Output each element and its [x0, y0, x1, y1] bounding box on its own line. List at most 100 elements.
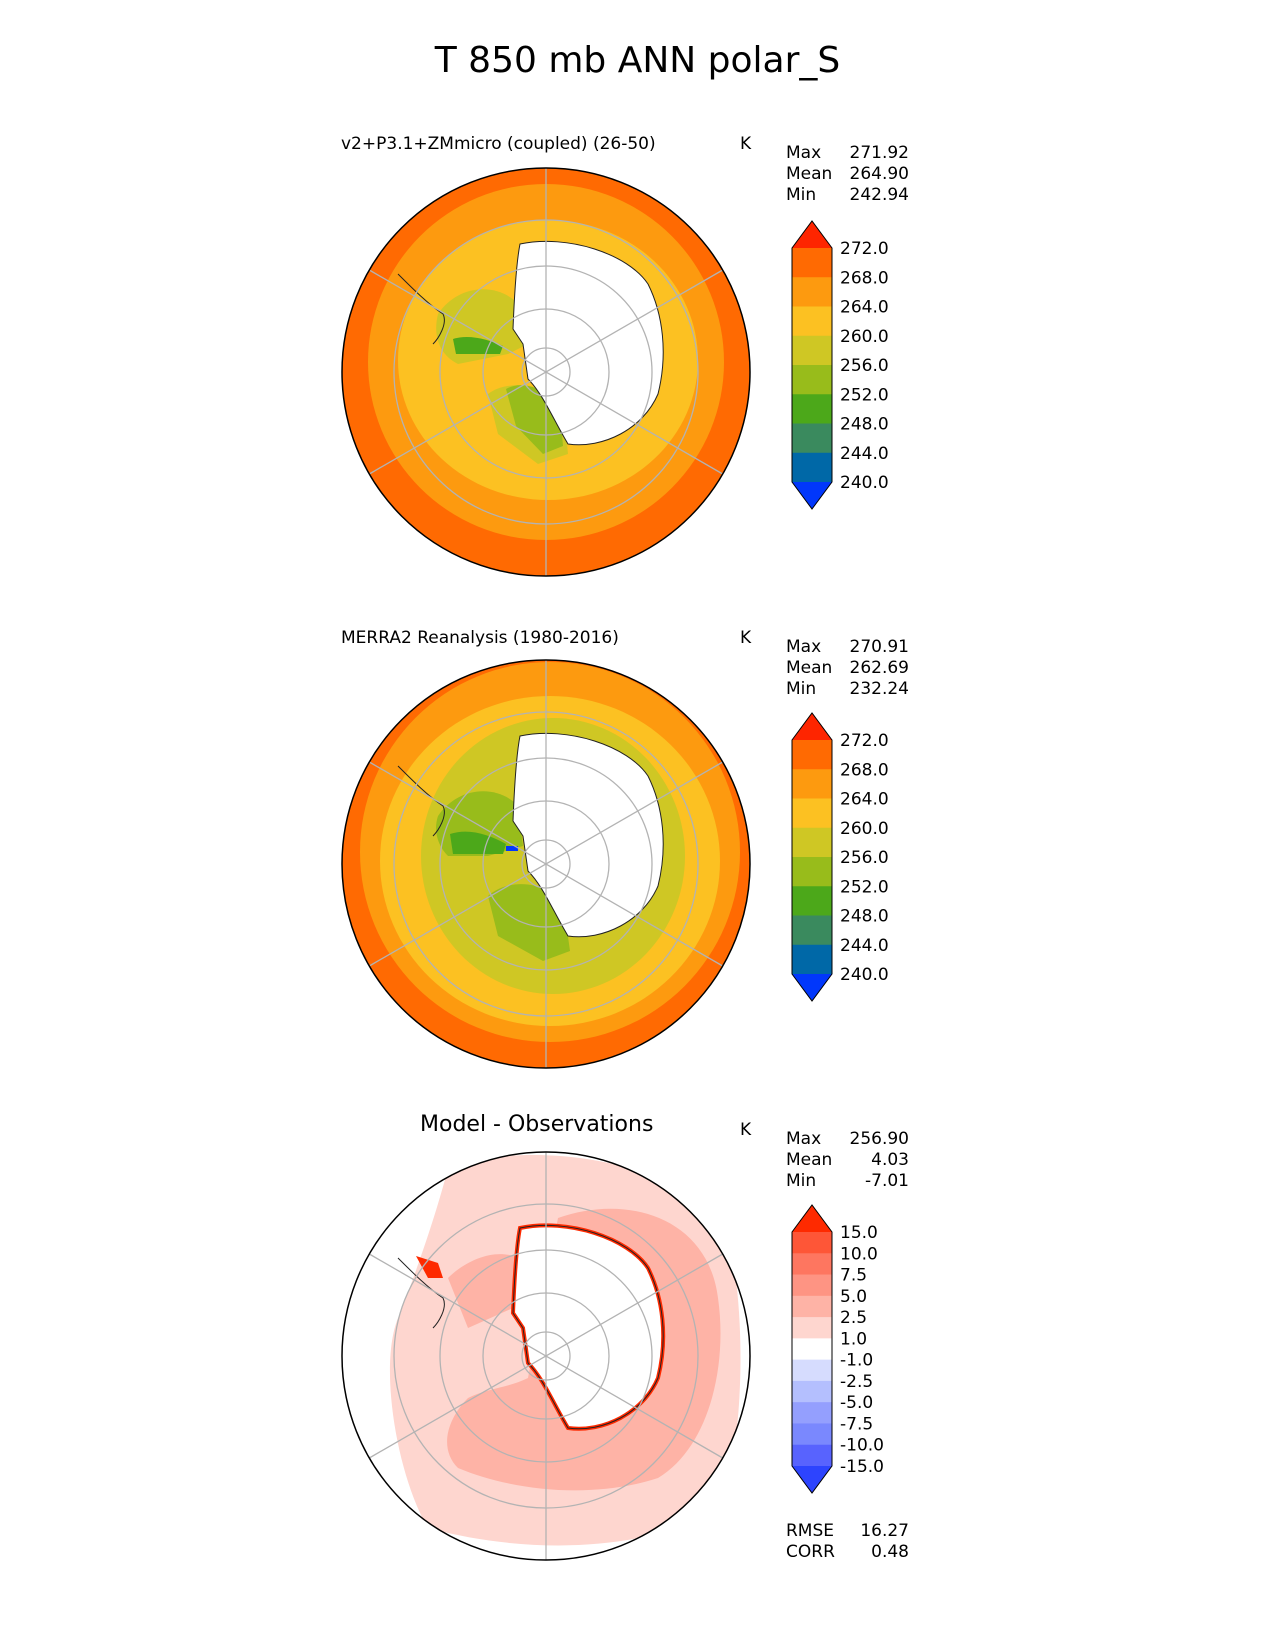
map-boundary — [341, 167, 751, 577]
field-band-over-15 — [416, 1256, 443, 1278]
colorbar-test: 272.0 268.0 264.0 260.0 256.0 252.0 248.0 244.0… — [791, 220, 889, 510]
colorbar-tick-label: 268.0 — [840, 268, 889, 288]
colorbar-tick-label: -1.0 — [840, 1351, 873, 1371]
colorbar-tick-label: 260.0 — [840, 327, 889, 347]
antarctica-mask — [512, 732, 664, 938]
colorbar-segment — [792, 248, 832, 278]
colorbar-extend-min — [792, 1466, 832, 1493]
colorbar-outline — [791, 220, 833, 510]
colorbar-tick-label: 272.0 — [840, 239, 889, 259]
colorbar-tick-label: 248.0 — [840, 415, 889, 435]
colorbar-segment — [792, 452, 832, 483]
stats-box-test: Max 271.92 Mean 264.90 Min 242.94 — [786, 143, 909, 206]
stat-value: 256.90 — [849, 1129, 909, 1149]
colorbar-tick-label: 15.0 — [840, 1223, 878, 1243]
colorbar-segment — [792, 944, 832, 975]
map-boundary — [341, 1151, 751, 1561]
antarctica-mask — [512, 240, 664, 446]
colorbar-extend-max — [792, 713, 832, 740]
stat-value: 264.90 — [849, 164, 909, 184]
colorbar-segment — [792, 1359, 832, 1382]
stat-label: Min — [786, 679, 817, 699]
metric-label-rmse: RMSE — [786, 1521, 835, 1541]
stat-value: 271.92 — [849, 143, 909, 163]
colorbar-tick-label: 10.0 — [840, 1244, 878, 1264]
colorbar-segment — [792, 1444, 832, 1467]
colorbar-tick-label: -2.5 — [840, 1372, 873, 1392]
colorbar-tick-label: 1.0 — [840, 1329, 867, 1349]
colorbar-tick-label: 252.0 — [840, 385, 889, 405]
colorbar-tick-label: 240.0 — [840, 473, 889, 493]
peninsula-coastline — [397, 765, 445, 837]
stat-value: 270.91 — [849, 637, 909, 657]
colorbar-segment — [792, 1295, 832, 1318]
units-label-difference: K — [740, 1120, 752, 1140]
colorbar-tick-label: -5.0 — [840, 1393, 873, 1413]
colorbar-segment — [792, 1232, 832, 1254]
colorbar-segment — [792, 915, 832, 946]
colorbar-segment — [792, 798, 832, 829]
colorbar-tick-label: -15.0 — [840, 1457, 884, 1477]
colorbar-difference: 15.010.07.55.02.51.0-1.0-2.5-5.0-7.5-10.… — [791, 1204, 884, 1494]
colorbar-tick-label: 244.0 — [840, 444, 889, 464]
graticule — [368, 1152, 724, 1560]
stat-label: Min — [786, 185, 817, 205]
colorbar-extend-min — [792, 482, 832, 509]
colorbar-segment — [792, 423, 832, 454]
stats-box-reference: Max 270.91 Mean 262.69 Min 232.24 — [786, 637, 909, 700]
colorbar-reference: 272.0 268.0 264.0 260.0 256.0 252.0 248.0 244.0… — [791, 712, 889, 1002]
colorbar-tick-label: 256.0 — [840, 848, 889, 868]
colorbar-extend-max — [792, 221, 832, 248]
colorbar-segment — [792, 1380, 832, 1403]
colorbar-segment — [792, 1253, 832, 1276]
colorbar-tick-label: 268.0 — [840, 760, 889, 780]
colorbar-tick-label: 248.0 — [840, 907, 889, 927]
stat-label: Max — [786, 1129, 822, 1149]
stat-value: 262.69 — [849, 658, 909, 678]
metrics-box: RMSE 16.27 CORR 0.48 — [786, 1521, 909, 1563]
graticule — [368, 168, 724, 576]
metric-value-corr: 0.48 — [871, 1542, 909, 1562]
colorbar-segment — [792, 1402, 832, 1424]
colorbar-segment — [792, 306, 832, 337]
colorbar-segment — [792, 1338, 832, 1361]
polar-map-difference — [341, 1151, 751, 1561]
panel-title-reference: MERRA2 Reanalysis (1980-2016) — [341, 628, 619, 648]
units-label-test: K — [740, 134, 752, 154]
colorbar-segment — [792, 365, 832, 395]
colorbar-tick-label: 252.0 — [840, 877, 889, 897]
colorbar-tick-label: -7.5 — [840, 1414, 873, 1434]
colorbar-tick-label: -10.0 — [840, 1436, 884, 1456]
graticule — [368, 660, 724, 1068]
stat-label: Max — [786, 143, 822, 163]
stat-value: 242.94 — [849, 185, 909, 205]
colorbar-extend-max — [792, 1205, 832, 1232]
colorbar-segment — [792, 277, 832, 307]
colorbar-tick-label: 272.0 — [840, 731, 889, 751]
figure-title: T 850 mb ANN polar_S — [434, 40, 841, 81]
polar-map-test — [341, 167, 751, 577]
stat-label: Mean — [786, 1150, 833, 1170]
field-band-248 — [450, 831, 506, 854]
colorbar-segment — [792, 857, 832, 887]
map-boundary — [341, 659, 751, 1069]
stat-value: 4.03 — [871, 1150, 909, 1170]
colorbar-tick-label: 244.0 — [840, 936, 889, 956]
colorbar-extend-min — [792, 974, 832, 1001]
colorbar-segment — [792, 1274, 832, 1297]
stat-label: Max — [786, 637, 822, 657]
antarctica-coastline — [512, 1224, 664, 1430]
colorbar-tick-label: 240.0 — [840, 965, 889, 985]
field-band-240 — [506, 846, 518, 851]
colorbar-outline — [791, 712, 833, 1002]
colorbar-segment — [792, 886, 832, 916]
metric-value-rmse: 16.27 — [860, 1521, 909, 1541]
colorbar-segment — [792, 1423, 832, 1446]
colorbar-tick-label: 256.0 — [840, 356, 889, 376]
colorbar-segment — [792, 335, 832, 366]
colorbar-tick-label: 260.0 — [840, 819, 889, 839]
colorbar-outline — [791, 1204, 833, 1494]
colorbar-tick-label: 264.0 — [840, 790, 889, 810]
polar-map-reference — [341, 659, 751, 1069]
colorbar-tick-label: 264.0 — [840, 298, 889, 318]
